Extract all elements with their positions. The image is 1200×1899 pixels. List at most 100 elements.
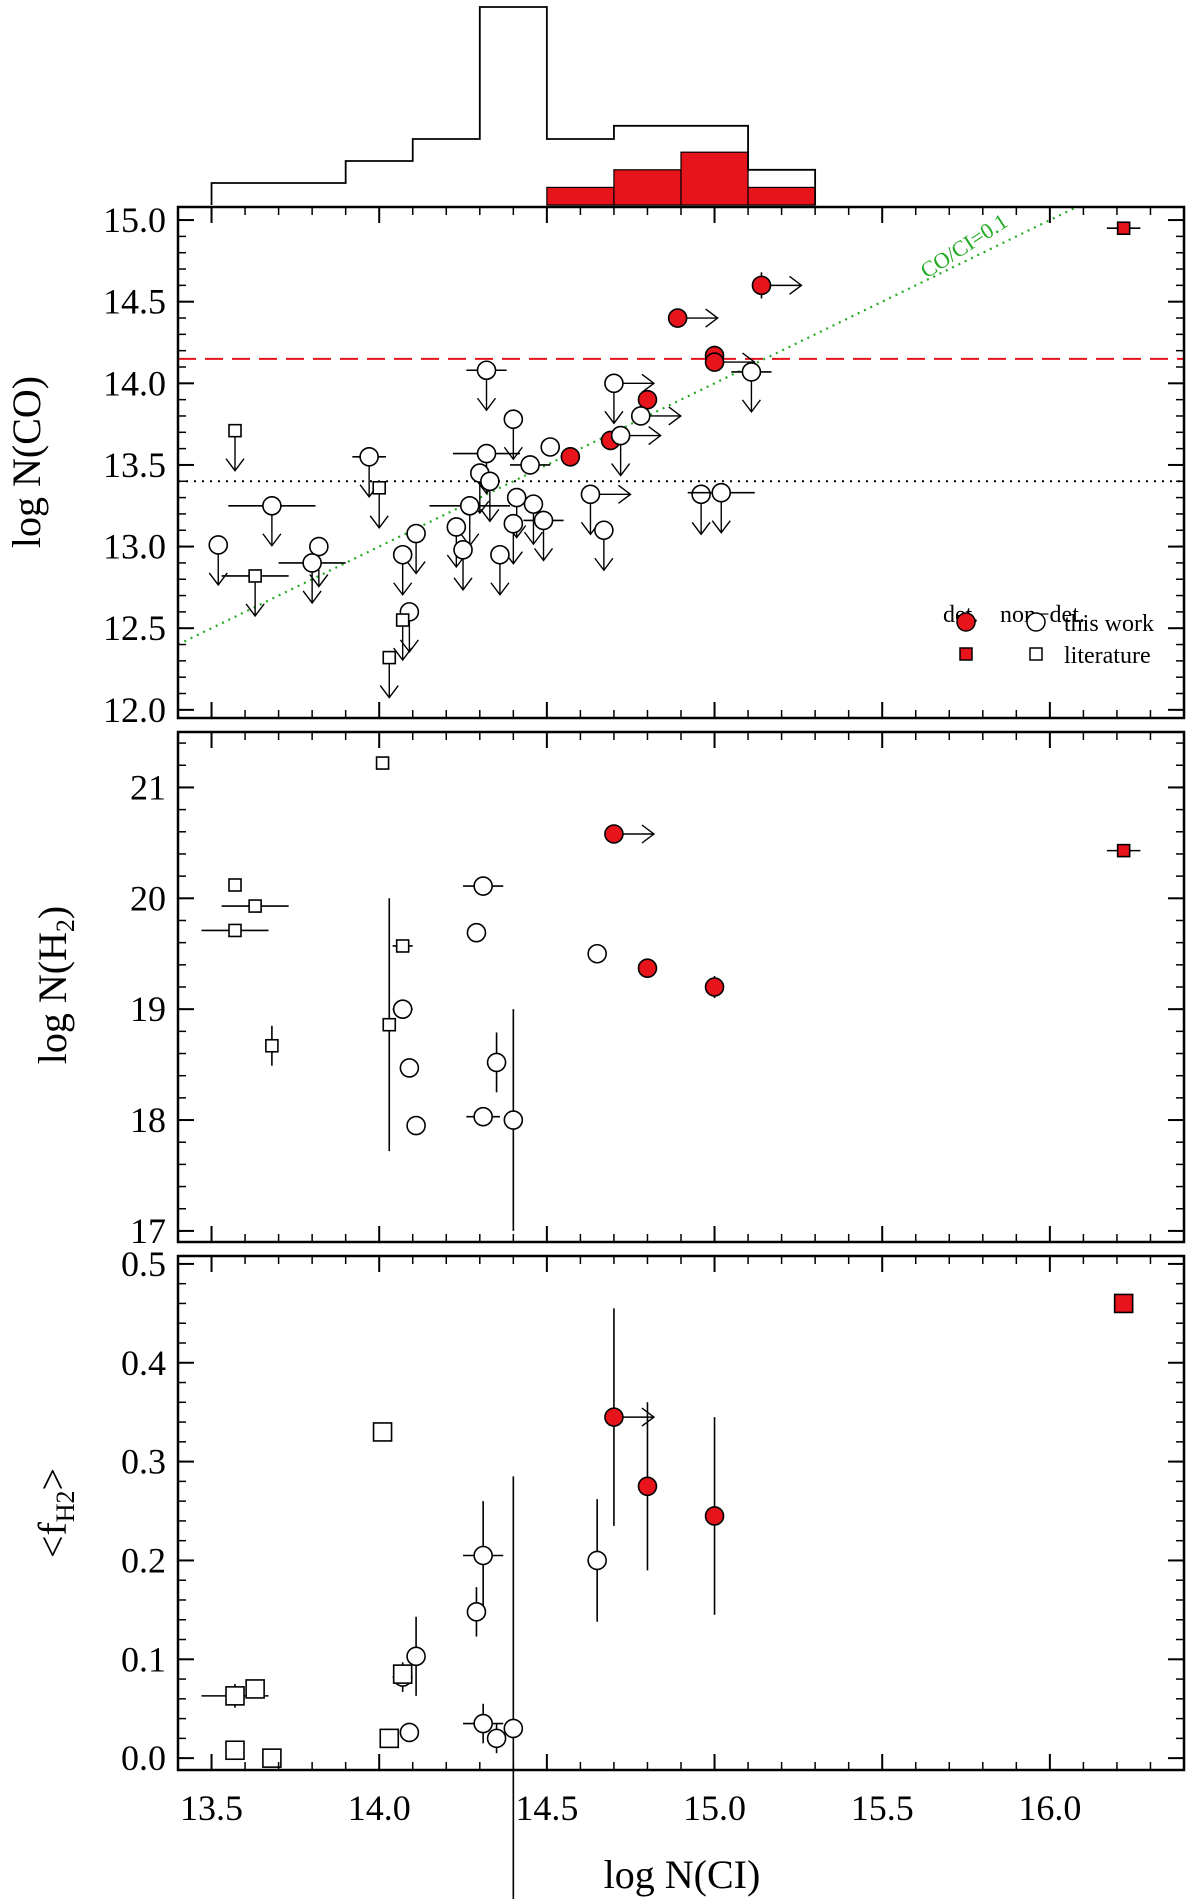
legend: det. non−det. this work literature [943,602,1154,669]
data-point-literature-detection [1106,843,1141,858]
nondetection-circle-marker [473,876,493,896]
lower-limit-arrowhead [705,308,719,328]
data-point-this-work-nondetection [392,999,413,1019]
nondetection-circle-marker [302,553,322,573]
data-point-literature-nondetection [262,1748,282,1768]
data-point-literature-nondetection [201,1684,269,1708]
upper-limit-arrowhead [741,399,761,414]
legend-this-work: this work [1064,611,1154,637]
data-point-literature-nondetection [265,1025,279,1066]
detection-square-marker [1116,843,1131,858]
upper-limit-arrowhead [208,572,228,587]
data-point-this-work-nondetection [392,544,413,596]
fh2-xtick-label: 15.0 [683,1788,746,1828]
nondetection-circle-marker [691,484,711,505]
co-panel-frame [176,205,1186,720]
lower-limit-arrowhead [648,426,662,446]
nondetection-square-marker [265,1038,279,1053]
x-axis-label: log N(CI) [604,1852,761,1897]
upper-limit-arrowhead [262,533,282,547]
upper-limit-arrowhead [393,582,413,596]
nondetection-square-marker [382,650,397,665]
data-point-this-work-nondetection [278,553,346,605]
data-point-this-work-nondetection [687,482,755,534]
co-ytick-label: 13.0 [103,527,166,567]
fh2-ytick-label: 0.5 [121,1244,166,1284]
nondetection-circle-marker [506,487,527,508]
data-point-this-work-nondetection [731,362,772,414]
fh2-ytick-label: 0.0 [121,1738,166,1778]
upper-limit-arrowhead [490,582,510,596]
nondetection-circle-marker [503,1110,524,1130]
h2-panel: 17 18 19 20 21 log N(H2) [30,730,1186,1251]
upper-limit-arrowhead [225,458,245,472]
nondetection-circle-marker [490,544,510,565]
data-point-literature-nondetection [245,1679,265,1699]
detection-square-marker [1116,221,1131,236]
detection-circle-marker [704,977,725,997]
nondetection-circle-marker [208,535,229,555]
data-point-literature-nondetection [369,481,389,529]
lower-limit-arrowhead [618,484,632,504]
detection-circle-marker [704,352,725,372]
upper-limit-arrowhead [480,508,500,523]
lower-limit-arrowhead [641,1407,656,1427]
nondetection-circle-marker [610,425,631,446]
nondetection-circle-marker [446,517,467,537]
fh2-y-axis-label-sub: H2 [51,1490,80,1522]
nondetection-circle-marker [476,443,497,464]
data-point-this-work-nondetection [503,409,524,461]
nondetection-circle-marker [406,1115,426,1136]
data-point-this-work-nondetection [466,1587,487,1637]
data-point-this-work-nondetection [399,1058,420,1078]
data-point-this-work-nondetection [486,1723,507,1754]
data-point-this-work-detection [604,824,656,844]
nondetection-square-marker [245,1679,265,1699]
legend-det-this-work-marker [956,612,976,632]
h2-ytick-label: 18 [130,1100,166,1140]
data-point-this-work-nondetection [466,360,507,412]
data-point-this-work-nondetection [463,876,504,896]
nondetection-circle-marker [594,520,614,541]
nondetection-square-marker [395,613,410,627]
nondetection-circle-marker [486,1052,507,1073]
detection-circle-marker [560,446,581,467]
h2-ytick-label: 17 [130,1211,166,1251]
co-ytick-label: 13.5 [103,445,166,485]
fh2-ytick-label: 0.4 [121,1343,166,1383]
data-point-this-work-nondetection [228,495,316,547]
upper-limit-arrowhead [302,590,322,605]
nondetection-circle-marker [503,513,524,534]
nondetection-square-marker [372,1422,393,1442]
data-point-literature-nondetection [228,878,242,892]
data-point-this-work-nondetection [691,484,711,536]
h2-y-axis-label-sub: 2 [51,919,80,932]
nondetection-square-marker [379,1728,400,1749]
detection-circle-marker [667,308,688,328]
upper-limit-arrowhead [309,574,329,588]
data-point-this-work-nondetection [352,446,386,498]
nondetection-circle-marker [604,373,624,394]
nondetection-circle-marker [630,406,651,426]
upper-limit-arrowhead [604,410,624,425]
nondetection-square-marker [382,1017,397,1032]
nondetection-circle-marker [406,523,426,544]
detection-circle-marker [637,958,658,978]
nondetection-circle-marker [466,1602,487,1622]
nondetection-circle-marker [473,1545,493,1566]
data-point-this-work-detection [751,272,803,299]
co-panel: 12.012.513.013.514.014.515.0 log N(CO) C… [4,200,1186,730]
nondetection-square-marker [228,423,242,438]
data-point-this-work-nondetection [480,471,500,523]
data-point-this-work-nondetection [486,1032,507,1093]
fh2-ytick-label: 0.2 [121,1540,166,1580]
data-point-this-work-nondetection [208,535,229,587]
upper-limit-arrowhead [691,521,711,536]
h2-y-axis-label: log N(H2) [30,906,80,1065]
data-point-this-work-detection [637,1402,658,1571]
nondetection-circle-marker [392,999,413,1019]
detection-circle-marker [751,275,772,296]
nondetection-circle-marker [399,1058,420,1078]
lower-limit-arrowhead [668,406,682,426]
data-point-this-work-nondetection [406,1616,426,1696]
